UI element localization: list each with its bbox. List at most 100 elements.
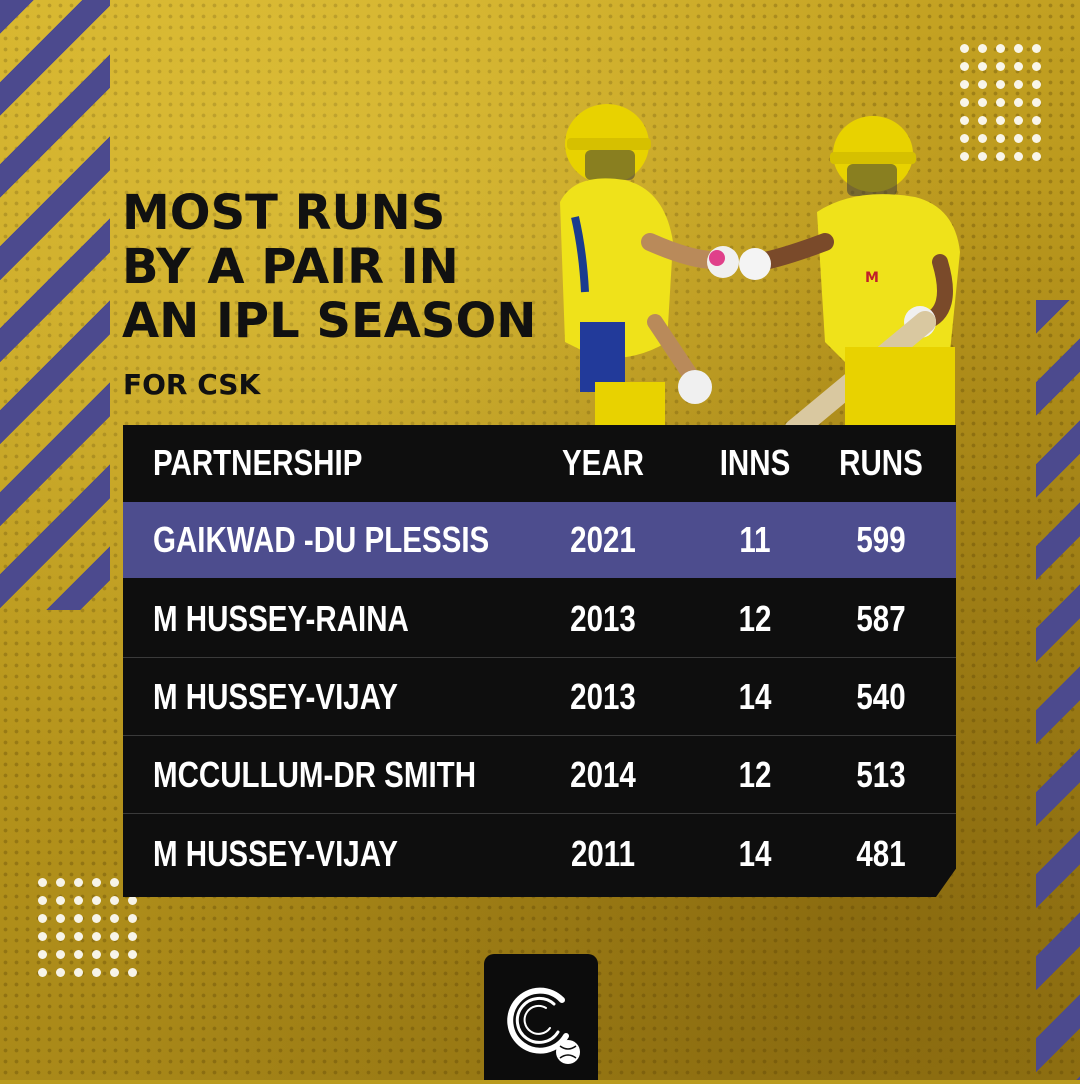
players-illustration: M [560,104,960,430]
table-row: M HUSSEY-VIJAY 2013 14 540 [123,659,956,736]
cell-partnership: MCCULLUM-DR SMITH [153,754,477,795]
decorative-dot [1032,44,1041,53]
decorative-dot [996,44,1005,53]
decorative-dot [74,914,83,923]
partnership-table: PARTNERSHIP YEAR INNS RUNS GAIKWAD -DU P… [123,425,956,897]
cricket-ball-logo-icon [507,987,580,1064]
decorative-dot [960,116,969,125]
cell-runs: 540 [856,676,906,717]
decorative-dot [1032,62,1041,71]
cell-inns: 14 [738,676,772,717]
decorative-dot [1032,116,1041,125]
decorative-dot [1014,152,1023,161]
decorative-dot [978,152,987,161]
decorative-dot [978,44,987,53]
cell-year: 2021 [570,519,636,560]
decorative-dot [128,968,137,977]
table-header-row: PARTNERSHIP YEAR INNS RUNS [123,425,956,501]
decorative-dot [56,968,65,977]
left-player-figure [560,104,739,430]
table-row: GAIKWAD -DU PLESSIS 2021 11 599 [123,502,956,578]
decorative-dot [1032,152,1041,161]
decorative-dot [56,878,65,887]
decorative-dot [74,968,83,977]
decorative-dot [996,80,1005,89]
decorative-dot [38,896,47,905]
header-year: YEAR [561,442,645,483]
decorative-dot [978,98,987,107]
right-stripes-decoration [1036,300,1080,1080]
header-partnership: PARTNERSHIP [153,442,363,483]
cell-year: 2013 [570,598,636,639]
decorative-dot [56,896,65,905]
decorative-dot [960,62,969,71]
decorative-dot [960,152,969,161]
decorative-dot [978,62,987,71]
cell-partnership: M HUSSEY-VIJAY [153,833,399,874]
subtitle: FOR CSK [123,368,261,401]
decorative-dot [960,134,969,143]
decorative-dot [92,896,101,905]
cell-runs: 587 [856,598,906,639]
decorative-dot [1014,62,1023,71]
page-title: MOST RUNS BY A PAIR IN AN IPL SEASON [122,186,622,348]
decorative-dot [996,98,1005,107]
decorative-dot [1014,98,1023,107]
decorative-dot [978,116,987,125]
svg-text:M: M [865,270,879,286]
decorative-dot [960,98,969,107]
decorative-dot [1014,116,1023,125]
decorative-dot [74,878,83,887]
decorative-dot [1032,134,1041,143]
decorative-dot [92,914,101,923]
decorative-dot [128,950,137,959]
cell-year: 2014 [570,754,636,795]
dot-grid-bottom-left [38,878,137,977]
decorative-dot [74,896,83,905]
header-runs: RUNS [839,442,923,483]
table-row: M HUSSEY-VIJAY 2011 14 481 [123,816,956,892]
decorative-dot [960,44,969,53]
decorative-dot [1014,134,1023,143]
decorative-dot [110,896,119,905]
decorative-dot [56,932,65,941]
decorative-dot [56,950,65,959]
decorative-dot [128,896,137,905]
cell-partnership: M HUSSEY-VIJAY [153,676,399,717]
decorative-dot [128,932,137,941]
decorative-dot [92,878,101,887]
cell-partnership: M HUSSEY-RAINA [153,598,409,639]
decorative-dot [1014,80,1023,89]
cell-inns: 12 [738,754,772,795]
cell-runs: 513 [856,754,906,795]
decorative-dot [978,80,987,89]
dot-grid-top-right [960,44,1041,161]
cell-inns: 14 [738,833,772,874]
cell-year: 2013 [570,676,636,717]
decorative-dot [110,878,119,887]
decorative-dot [1032,98,1041,107]
cell-partnership: GAIKWAD -DU PLESSIS [153,519,490,560]
title-line-1: MOST RUNS [122,185,446,241]
decorative-dot [960,80,969,89]
decorative-dot [92,950,101,959]
decorative-dot [128,914,137,923]
cell-inns: 12 [738,598,772,639]
decorative-dot [996,134,1005,143]
decorative-dot [110,932,119,941]
decorative-dot [38,950,47,959]
decorative-dot [92,932,101,941]
header-inns: INNS [719,442,791,483]
title-line-2: BY A PAIR IN [122,239,459,295]
title-line-3: AN IPL SEASON [122,293,537,349]
decorative-dot [74,932,83,941]
decorative-dot [996,62,1005,71]
cell-inns: 11 [739,519,771,560]
decorative-dot [92,968,101,977]
decorative-dot [110,968,119,977]
decorative-dot [38,914,47,923]
decorative-dot [110,950,119,959]
decorative-dot [74,950,83,959]
decorative-dot [110,914,119,923]
decorative-dot [56,914,65,923]
